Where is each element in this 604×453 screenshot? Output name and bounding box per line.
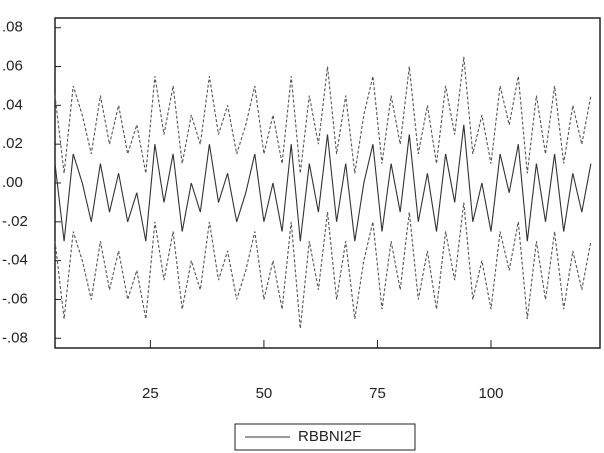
y-tick-label: .04 [2, 96, 23, 113]
legend-label: RBBNI2F [298, 428, 361, 445]
x-tick-label: 100 [478, 385, 503, 402]
x-tick-label: 75 [369, 385, 386, 402]
y-tick-label: -.04 [2, 252, 28, 269]
x-tick-label: 25 [142, 385, 159, 402]
y-tick-label: .00 [2, 174, 23, 191]
y-tick-label: .02 [2, 135, 23, 152]
y-tick-label: -.06 [2, 290, 28, 307]
series-line [54, 124, 592, 242]
x-tick-label: 50 [256, 385, 273, 402]
y-tick-label: -.08 [2, 329, 28, 346]
y-tick-label: .06 [2, 57, 23, 74]
y-tick-label: -.02 [2, 213, 28, 230]
series-line [54, 56, 592, 174]
y-tick-label: .08 [2, 19, 23, 36]
series-line [54, 202, 592, 329]
legend-box [234, 423, 416, 451]
